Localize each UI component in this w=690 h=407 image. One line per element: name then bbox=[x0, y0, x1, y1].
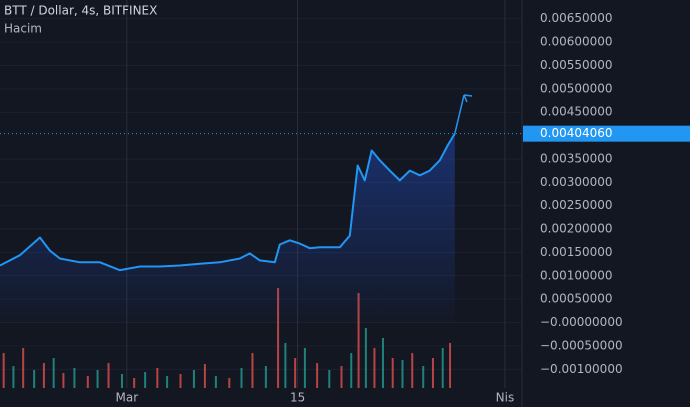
volume-bar bbox=[364, 328, 367, 388]
plot-layer bbox=[0, 94, 522, 323]
volume-bar bbox=[107, 363, 110, 388]
volume-bar bbox=[214, 376, 217, 388]
y-tick-label: −0.00100000 bbox=[540, 362, 623, 376]
volume-bar bbox=[251, 353, 254, 388]
last-price-label: 0.00404060 bbox=[540, 126, 613, 140]
price-line bbox=[0, 133, 456, 272]
last-price-box bbox=[523, 125, 690, 142]
volume-bar bbox=[96, 370, 99, 388]
y-tick-label: 0.00600000 bbox=[540, 35, 613, 49]
volume-bar bbox=[73, 368, 76, 388]
volume-bar bbox=[340, 366, 343, 388]
volume-bar bbox=[328, 370, 331, 388]
volume-bar bbox=[203, 364, 206, 388]
arrow-drawing bbox=[454, 94, 473, 134]
volume-bar bbox=[294, 358, 297, 388]
y-tick-label: 0.00650000 bbox=[540, 11, 613, 25]
volume-bar bbox=[303, 348, 306, 388]
volume-bar bbox=[350, 353, 353, 388]
y-tick-label: 0.00150000 bbox=[540, 245, 613, 259]
volume-bar bbox=[166, 376, 169, 388]
volume-bar bbox=[441, 348, 444, 388]
volume-bar bbox=[449, 343, 452, 388]
volume-bar bbox=[277, 288, 280, 388]
volume-bar bbox=[12, 366, 15, 388]
volume-bar bbox=[381, 338, 384, 388]
volume-bar bbox=[240, 368, 243, 388]
volume-bar bbox=[62, 373, 65, 388]
volume-bar bbox=[264, 366, 267, 388]
volume-bar bbox=[316, 363, 319, 388]
volume-bar bbox=[2, 353, 5, 388]
volume-bar bbox=[192, 370, 195, 388]
volume-bar bbox=[401, 360, 404, 388]
volume-bar bbox=[228, 378, 231, 388]
volume-bar bbox=[156, 368, 159, 388]
x-tick-label: 15 bbox=[290, 391, 305, 405]
x-tick-label: Mar bbox=[116, 391, 139, 405]
area-fill bbox=[0, 133, 455, 323]
volume-bar bbox=[179, 374, 182, 388]
volume-bar bbox=[373, 348, 376, 388]
y-tick-label: −0.00000000 bbox=[540, 315, 623, 329]
volume-bar bbox=[42, 363, 45, 388]
y-tick-label: −0.00050000 bbox=[540, 338, 623, 352]
volume-bar bbox=[284, 343, 287, 388]
y-tick-label: 0.00200000 bbox=[540, 222, 613, 236]
volume-bar bbox=[411, 353, 414, 388]
volume-bar bbox=[22, 348, 25, 388]
volume-label: Hacim bbox=[4, 22, 42, 36]
volume-bar bbox=[86, 376, 89, 388]
y-tick-label: 0.00250000 bbox=[540, 198, 613, 212]
chart-title: BTT / Dollar, 4s, BITFINEX bbox=[4, 4, 157, 18]
volume-bar bbox=[144, 372, 147, 388]
volume-bar bbox=[52, 358, 55, 388]
volume-bar bbox=[33, 370, 36, 388]
y-tick-label: 0.00100000 bbox=[540, 268, 613, 282]
y-tick-label: 0.00050000 bbox=[540, 292, 613, 306]
y-tick-label: 0.00550000 bbox=[540, 58, 613, 72]
volume-bar bbox=[391, 358, 394, 388]
y-tick-label: 0.00350000 bbox=[540, 151, 613, 165]
volume-bar bbox=[120, 374, 123, 388]
volume-bar bbox=[422, 366, 425, 388]
y-tick-label: 0.00300000 bbox=[540, 175, 613, 189]
y-tick-label: 0.00500000 bbox=[540, 81, 613, 95]
axis-layer: 0.00650000 0.00600000 0.00550000 0.00500000… bbox=[116, 11, 690, 405]
volume-bar bbox=[133, 378, 136, 388]
x-tick-label: Nis bbox=[496, 391, 515, 405]
volume-layer bbox=[2, 288, 452, 388]
volume-bar bbox=[357, 293, 360, 388]
y-tick-label: 0.00450000 bbox=[540, 105, 613, 119]
volume-bar bbox=[431, 358, 434, 388]
